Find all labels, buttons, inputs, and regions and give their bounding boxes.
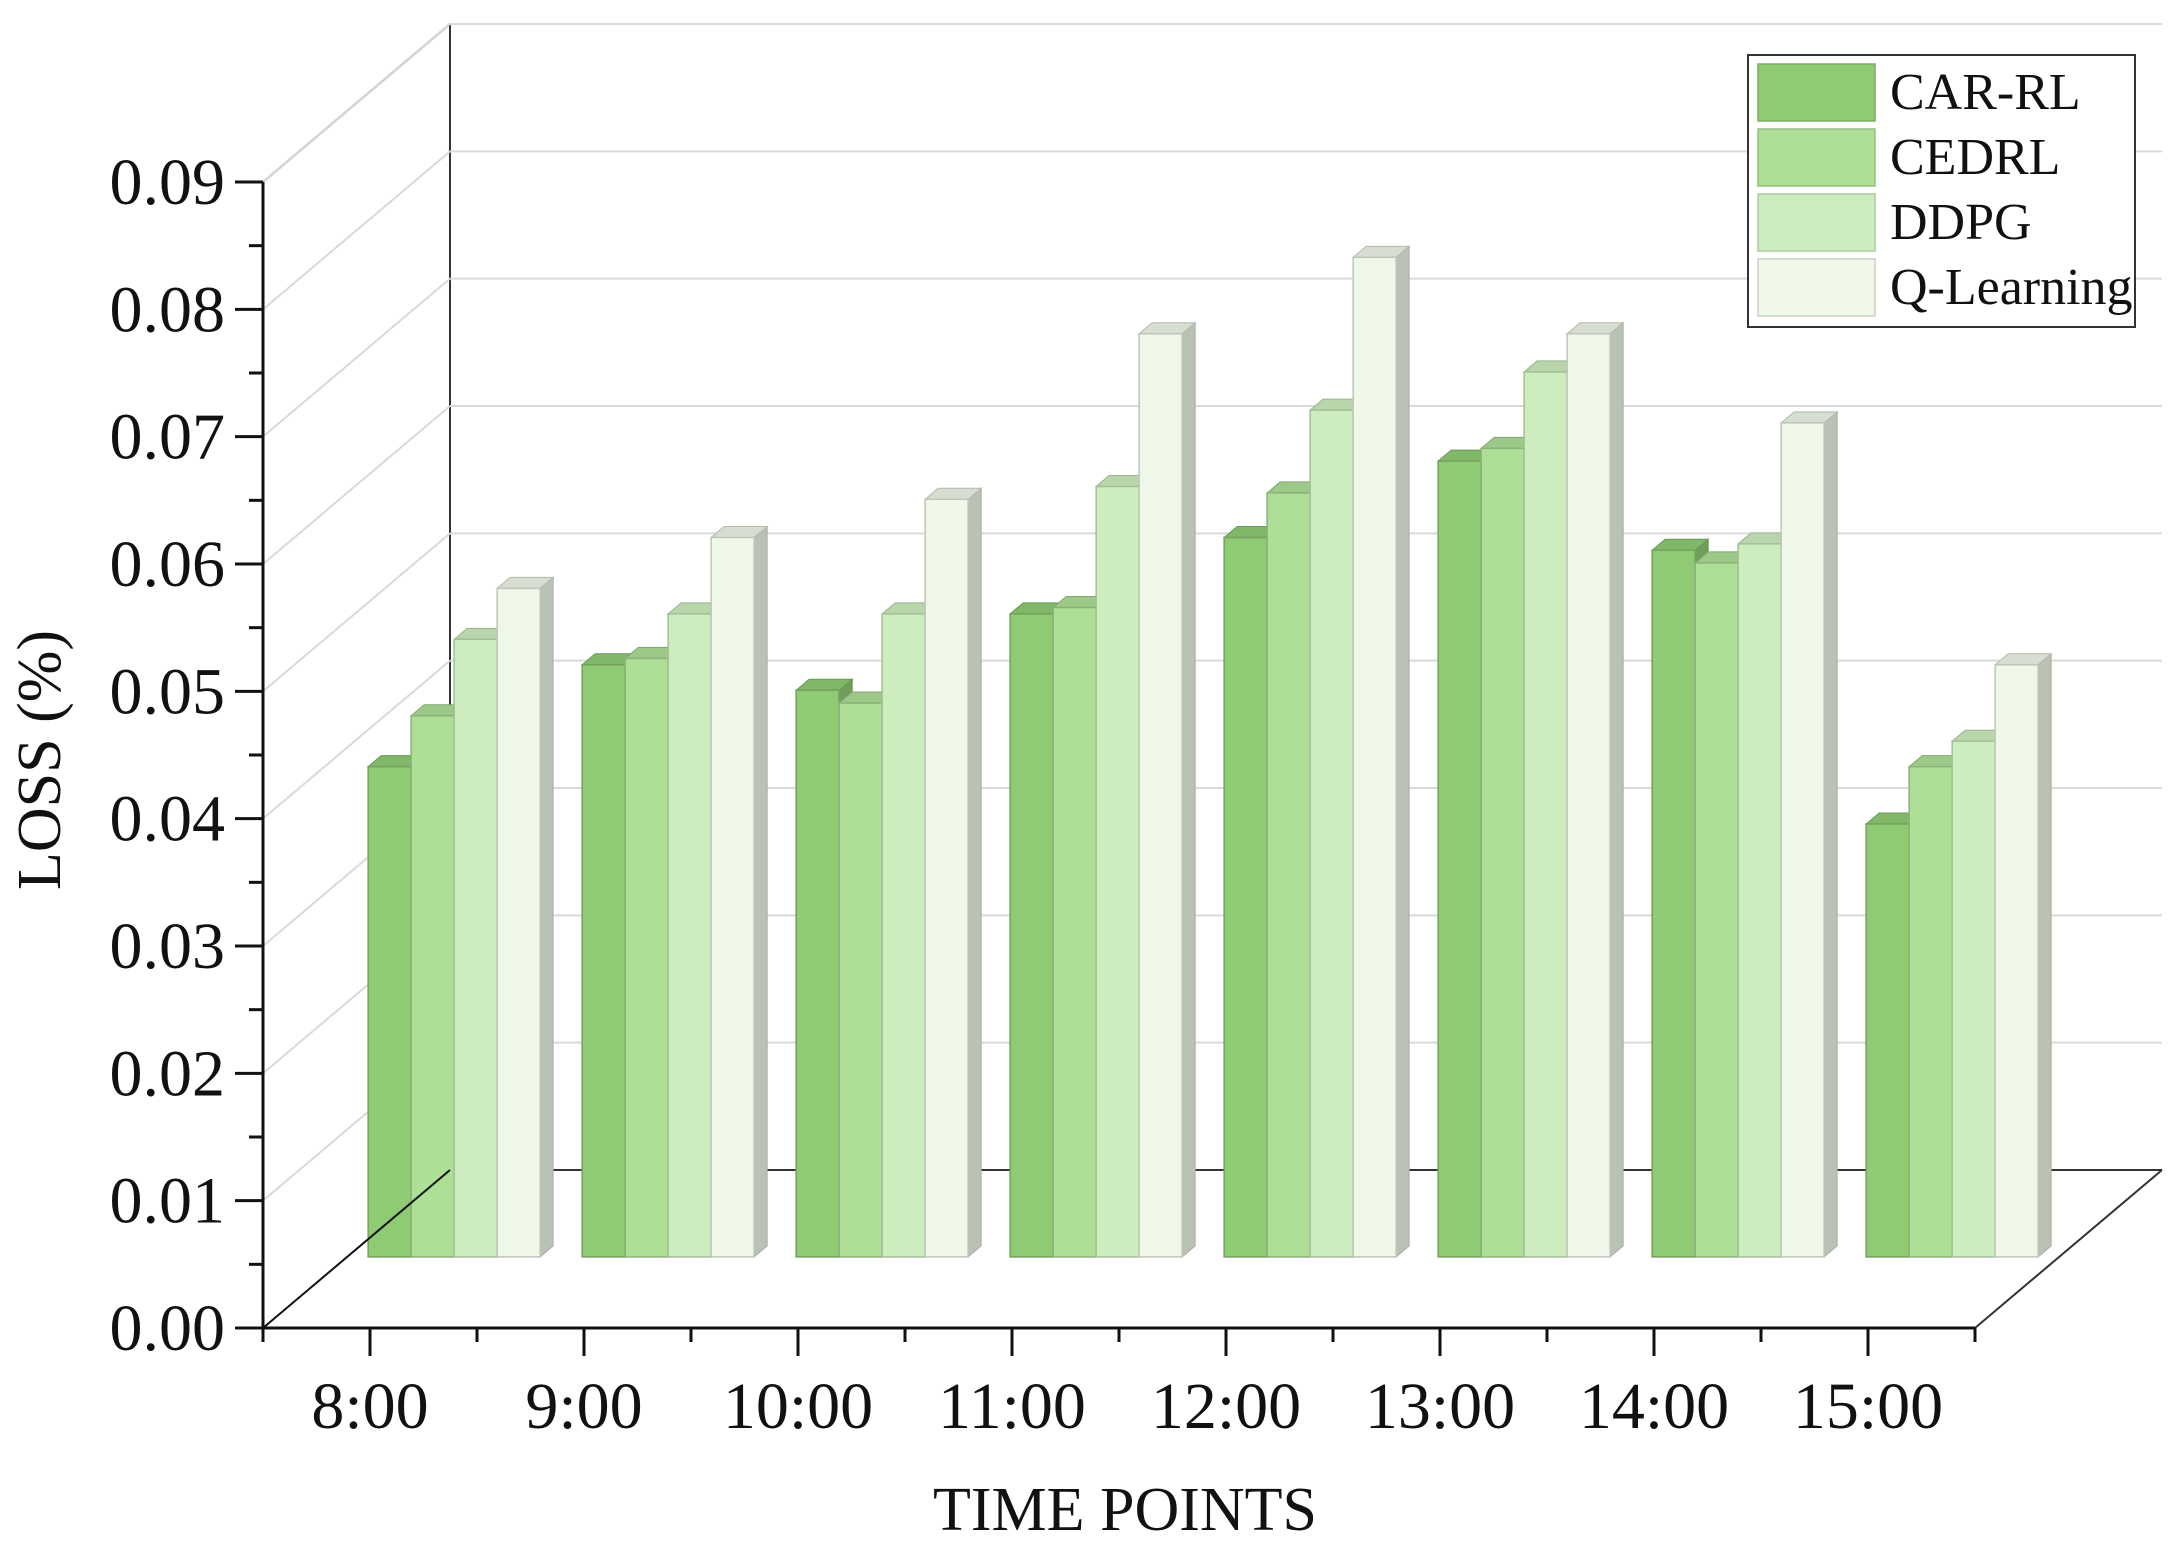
bar-front xyxy=(1009,613,1054,1258)
bar-front xyxy=(881,613,926,1258)
bar-front xyxy=(496,587,541,1258)
gridline-side xyxy=(262,150,451,311)
x-tick-label: 13:00 xyxy=(1365,1370,1515,1443)
x-tick-label: 15:00 xyxy=(1793,1370,1943,1443)
y-tick-label: 0.05 xyxy=(110,655,226,728)
bar-front xyxy=(710,536,755,1258)
bar-front xyxy=(453,638,498,1258)
bar-front xyxy=(1138,332,1183,1258)
bar-front xyxy=(1908,765,1953,1258)
bar-front xyxy=(410,714,455,1258)
bar xyxy=(1993,652,2053,1258)
gridline-side xyxy=(262,23,451,183)
bar-front xyxy=(1352,256,1397,1258)
bar xyxy=(923,487,983,1258)
bar-side xyxy=(2037,652,2052,1258)
y-axis-title: LOSS (%) xyxy=(6,630,74,890)
y-tick-labels: 0.00 0.01 0.02 0.03 0.04 0.05 0.06 0.07 0.08 0.09 xyxy=(110,146,226,1365)
legend-swatch xyxy=(1757,258,1876,317)
bar-front xyxy=(1052,606,1097,1258)
y-tick-label: 0.09 xyxy=(110,146,226,219)
bar-front xyxy=(1865,823,1910,1258)
bar-front xyxy=(1994,664,2039,1258)
chart-bars xyxy=(366,245,2053,1258)
legend-swatch xyxy=(1757,63,1876,122)
bar xyxy=(709,525,769,1258)
y-tick-label: 0.07 xyxy=(110,401,226,474)
bar-front xyxy=(838,702,883,1258)
bar-side xyxy=(539,576,554,1258)
chart-axes xyxy=(235,180,1977,1356)
gridline-side xyxy=(262,277,451,438)
bar-front xyxy=(1437,460,1482,1258)
y-tick-label: 0.03 xyxy=(110,910,226,983)
bar-front xyxy=(1480,447,1525,1258)
y-tick-label: 0.01 xyxy=(110,1165,226,1238)
bar-side xyxy=(967,487,982,1258)
bar xyxy=(1565,321,1625,1258)
bar-side xyxy=(1823,410,1838,1258)
x-axis-title: TIME POINTS xyxy=(933,1476,1317,1544)
floor-right-edge xyxy=(1974,1169,2163,1329)
bar-side xyxy=(1181,321,1196,1258)
legend: CAR-RL CEDRL DDPG Q-Learning xyxy=(1747,54,2136,328)
legend-label: Q-Learning xyxy=(1890,259,2133,316)
y-tick-label: 0.04 xyxy=(110,783,226,856)
bar-front xyxy=(1951,740,1996,1258)
x-tick-label: 8:00 xyxy=(311,1370,428,1443)
gridline-side xyxy=(262,405,451,565)
bar-front xyxy=(795,689,840,1258)
y-tick-label: 0.02 xyxy=(110,1037,226,1110)
x-tick-label: 10:00 xyxy=(723,1370,873,1443)
bar-front xyxy=(1095,485,1140,1258)
legend-swatch xyxy=(1757,193,1876,252)
x-tick-label: 12:00 xyxy=(1151,1370,1301,1443)
bar-front xyxy=(1266,492,1311,1258)
bar xyxy=(1351,245,1411,1258)
x-tick-label: 11:00 xyxy=(938,1370,1086,1443)
bar-front xyxy=(1223,536,1268,1258)
bar xyxy=(495,576,555,1258)
bar-front xyxy=(667,613,712,1258)
gridline-side xyxy=(262,532,451,693)
bar-side xyxy=(753,525,768,1258)
gridline-side xyxy=(262,659,451,820)
bar-side xyxy=(1609,321,1624,1258)
x-tick-labels: 8:00 9:00 10:00 11:00 12:00 13:00 14:00 15:00 xyxy=(311,1370,1943,1443)
y-tick-label: 0.08 xyxy=(110,273,226,346)
bar-front xyxy=(1737,543,1782,1258)
bar-front xyxy=(1309,409,1354,1258)
y-tick-label: 0.00 xyxy=(110,1292,226,1365)
legend-label: CAR-RL xyxy=(1890,64,2081,121)
bar-front xyxy=(1523,371,1568,1258)
bar-side xyxy=(1395,245,1410,1258)
bar-front xyxy=(1566,332,1611,1258)
bar xyxy=(1137,321,1197,1258)
bar-front xyxy=(1651,549,1696,1258)
floor-left-edge xyxy=(262,1169,451,1329)
bar-front xyxy=(924,498,969,1258)
x-tick-label: 14:00 xyxy=(1579,1370,1729,1443)
bar-front xyxy=(367,765,412,1258)
legend-label: CEDRL xyxy=(1890,129,2060,186)
bar xyxy=(1522,359,1582,1258)
bar-front xyxy=(1780,422,1825,1258)
legend-label: DDPG xyxy=(1890,194,2032,251)
legend-swatch xyxy=(1757,128,1876,187)
bar-front xyxy=(1694,562,1739,1258)
bar-front xyxy=(624,657,669,1258)
bar xyxy=(1779,410,1839,1258)
bar-front xyxy=(581,664,626,1258)
y-tick-label: 0.06 xyxy=(110,528,226,601)
x-tick-label: 9:00 xyxy=(525,1370,642,1443)
